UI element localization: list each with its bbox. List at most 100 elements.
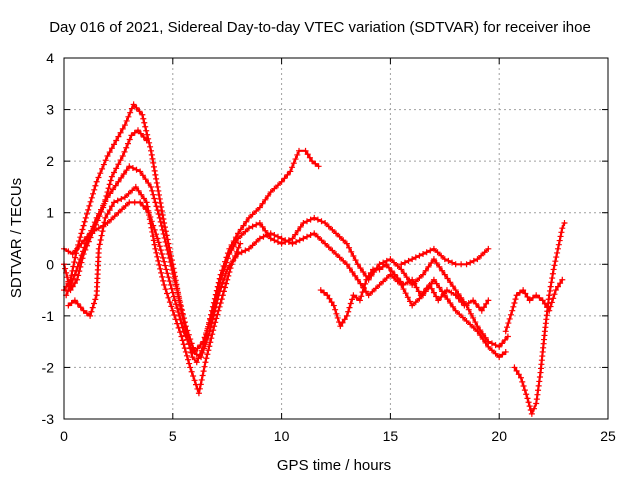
data-layer [61,101,568,417]
data-point [325,244,332,251]
data-point [349,296,356,303]
data-point [154,253,161,260]
data-point [433,293,440,300]
grid-layer [64,58,608,419]
data-point [117,157,124,164]
data-point [64,274,71,281]
data-point [482,339,489,346]
data-point [107,177,114,184]
data-point [163,266,170,273]
data-point [365,292,372,299]
y-tick-label: -3 [42,411,55,427]
data-point [65,248,72,255]
data-point [412,299,419,306]
data-point [82,246,89,253]
data-point [167,258,174,265]
data-point [102,157,109,164]
data-point [190,373,197,380]
data-point [119,125,126,132]
data-point [223,280,230,287]
data-point [496,343,503,350]
data-point [113,137,120,144]
data-point [100,161,107,168]
data-point [383,261,390,268]
data-point [127,109,134,116]
data-point [129,187,136,194]
series-track-h [511,220,568,417]
data-point [92,296,99,303]
data-point [274,233,281,240]
data-point [314,216,321,223]
data-point [412,254,419,261]
data-point [499,351,506,358]
y-tick-label: -1 [42,308,55,324]
data-point [303,218,310,225]
data-point [162,262,169,269]
data-point [430,276,437,283]
data-point [193,351,200,358]
data-point [146,212,153,219]
data-point [128,105,135,112]
data-point [354,276,361,283]
data-point [401,270,407,277]
series-track-i [61,127,150,294]
data-point [71,259,78,266]
data-point [343,312,350,319]
data-point [549,270,556,277]
data-point [318,218,325,225]
data-point [394,263,401,270]
data-point [350,292,357,299]
data-point [245,225,252,232]
data-point [436,284,443,291]
data-point [219,292,226,299]
data-point [140,202,147,209]
y-tick-label: -2 [42,359,55,375]
data-point [75,272,82,279]
data-point [101,200,108,207]
data-point [188,368,195,375]
data-point [452,287,459,294]
data-point [196,385,203,392]
data-point [314,233,321,240]
data-point [426,281,433,288]
data-point [91,226,98,233]
data-point [126,163,133,170]
data-point [550,266,557,273]
data-point [202,359,209,366]
data-point [253,207,260,214]
data-point [403,274,410,281]
data-point [167,281,174,288]
data-point [434,249,441,256]
data-point [106,207,113,214]
data-point [524,293,531,300]
data-point [68,299,75,306]
data-point [480,304,487,311]
data-point [467,310,474,317]
data-point [150,191,157,198]
data-point [108,145,115,152]
data-point [304,151,311,158]
data-point [433,280,440,287]
data-point [200,368,207,375]
data-point [98,208,105,215]
data-point [151,241,158,248]
data-point [225,272,232,279]
data-point [504,333,511,340]
y-tick-label: 2 [46,153,54,169]
data-point [232,239,239,246]
data-point [439,267,446,274]
data-point [209,316,216,323]
data-point [169,289,176,296]
data-point [554,245,561,252]
data-point [527,406,534,413]
data-point [81,218,88,225]
data-point [86,202,93,209]
data-point [324,292,331,299]
data-point [360,269,367,276]
data-point [183,352,190,359]
data-point [336,233,343,240]
data-point [465,306,472,313]
data-point [159,226,166,233]
data-point [184,336,191,343]
data-point [352,257,359,264]
